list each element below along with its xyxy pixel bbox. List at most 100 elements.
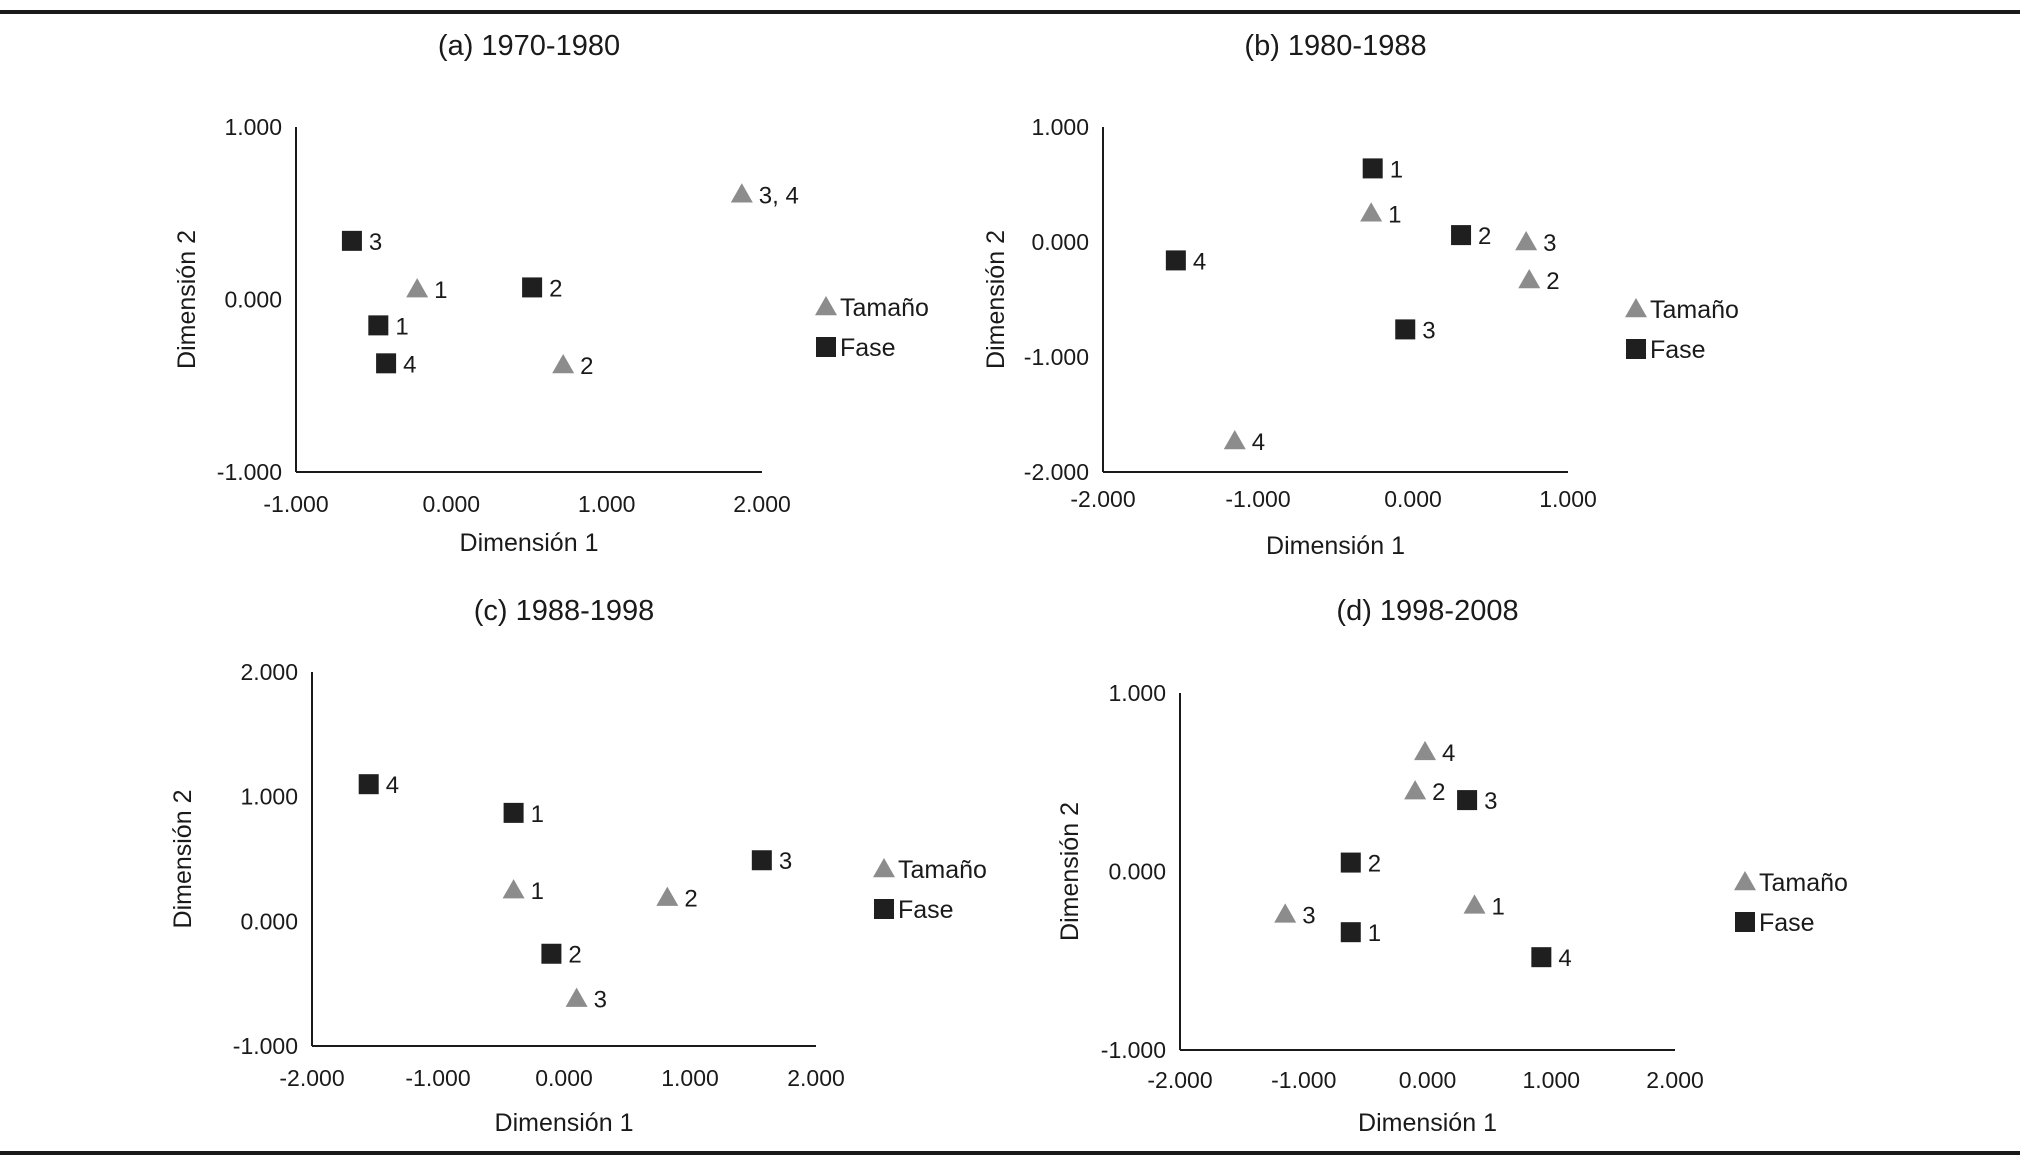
- x-tick-label: 1.000: [661, 1065, 719, 1091]
- legend-fase-label: Fase: [840, 334, 896, 362]
- x-tick-label: 0.000: [423, 491, 481, 517]
- series-fase: 1 2 3 4: [358, 772, 792, 969]
- y-tick-label: -1.000: [233, 1033, 298, 1059]
- tamano-point: [1463, 894, 1486, 914]
- y-tick-label: 1.000: [1031, 114, 1089, 140]
- point-label: 3: [1302, 902, 1315, 929]
- fase-point: [1362, 158, 1383, 179]
- tamano-point: [1414, 740, 1437, 761]
- y-axis-label: Dimensión 2: [1056, 802, 1084, 941]
- legend-fase-marker: [816, 337, 836, 357]
- tamano-point: [1404, 780, 1427, 800]
- series-tamano: 1 23: [502, 878, 698, 1014]
- fase-point: [1531, 947, 1552, 968]
- y-tick-label: 1.000: [240, 784, 298, 810]
- x-tick-label: 1.000: [1539, 486, 1597, 512]
- point-label: 1: [1388, 201, 1401, 228]
- tamano-point: [1515, 231, 1538, 251]
- point-label: 2: [549, 275, 562, 302]
- x-tick-label: 0.000: [1384, 486, 1442, 512]
- x-axis-label: Dimensión 1: [460, 529, 599, 557]
- point-label: 1: [531, 878, 544, 905]
- tamano-point: [730, 183, 753, 203]
- point-label: 2: [1432, 779, 1445, 806]
- y-tick-label: 0.000: [224, 287, 282, 313]
- fase-point: [1395, 319, 1416, 340]
- fase-point: [368, 315, 389, 336]
- y-tick-label: -1.000: [217, 459, 282, 485]
- y-tick-label: -2.000: [1024, 459, 1089, 485]
- series-tamano: 1 2 3, 4: [406, 182, 799, 380]
- y-tick-label: 0.000: [1031, 229, 1089, 255]
- point-label: 3: [594, 987, 607, 1014]
- tamano-point: [1274, 903, 1297, 923]
- chart-title: (d) 1998-2008: [1336, 595, 1518, 627]
- point-label: 2: [568, 942, 581, 969]
- legend-fase-marker: [874, 899, 894, 919]
- chart-panel-c: (c) 1988-1998 -2.000 -1.000 0.000 1.000 2.000…: [169, 595, 987, 1137]
- fase-point: [1451, 225, 1472, 246]
- fase-point: [1340, 922, 1361, 943]
- chart-panel-d: (d) 1998-2008 -2.000 -1.000 0.000 1.000 2.000…: [1056, 595, 1848, 1137]
- legend: Tamaño Fase: [1734, 869, 1848, 937]
- chart-panel-a: (a) 1970-1980 -1.000 0.000 1.000 2.000 -1.000…: [173, 30, 929, 557]
- point-label: 3: [1484, 788, 1497, 815]
- point-label: 2: [580, 353, 593, 380]
- point-label: 4: [1193, 248, 1206, 275]
- legend-fase-marker: [1626, 339, 1646, 359]
- y-axis-label: Dimensión 2: [982, 230, 1010, 369]
- legend-fase-label: Fase: [1650, 336, 1706, 364]
- series-tamano: 1 2 3 4: [1223, 201, 1560, 456]
- legend-tamano-marker: [1625, 298, 1647, 318]
- fase-point: [1165, 250, 1186, 271]
- x-tick-label: 1.000: [1522, 1067, 1580, 1093]
- y-tick-label: 1.000: [224, 114, 282, 140]
- point-label: 2: [1478, 223, 1491, 250]
- chart-title: (a) 1970-1980: [438, 30, 620, 62]
- y-tick-label: 2.000: [240, 659, 298, 685]
- fase-point: [522, 277, 543, 298]
- x-tick-label: 0.000: [1399, 1067, 1457, 1093]
- series-fase: 1 2 3 4: [341, 229, 562, 378]
- x-tick-label: -1.000: [263, 491, 328, 517]
- fase-point: [358, 774, 379, 795]
- legend: Tamaño Fase: [815, 294, 929, 362]
- point-label: 3: [779, 848, 792, 875]
- fase-point: [503, 802, 524, 823]
- x-tick-label: -2.000: [1147, 1067, 1212, 1093]
- y-axis-label: Dimensión 2: [173, 230, 201, 369]
- series-tamano: 1 2 3 4: [1274, 740, 1505, 929]
- legend-tamano-label: Tamaño: [898, 856, 987, 884]
- tamano-point: [406, 278, 429, 298]
- x-tick-label: 2.000: [1646, 1067, 1704, 1093]
- x-tick-label: -1.000: [1225, 486, 1290, 512]
- tamano-point: [565, 987, 588, 1007]
- point-label: 1: [395, 313, 408, 340]
- point-label: 3: [369, 229, 382, 256]
- fase-point: [541, 943, 562, 964]
- tamano-point: [656, 886, 679, 906]
- point-label: 1: [434, 277, 447, 304]
- x-axis-label: Dimensión 1: [1266, 532, 1405, 560]
- legend-fase-label: Fase: [1759, 909, 1815, 937]
- tamano-point: [1518, 268, 1541, 289]
- x-tick-label: -1.000: [1271, 1067, 1336, 1093]
- fase-point: [341, 230, 362, 251]
- point-label: 1: [1368, 920, 1381, 947]
- legend-tamano-label: Tamaño: [1650, 296, 1739, 324]
- legend: Tamaño Fase: [873, 856, 987, 924]
- point-label: 3, 4: [759, 182, 799, 209]
- legend-tamano-marker: [815, 296, 837, 316]
- y-axis-label: Dimensión 2: [169, 790, 197, 929]
- point-label: 1: [531, 801, 544, 828]
- x-tick-label: 1.000: [578, 491, 636, 517]
- chart-title: (b) 1980-1988: [1244, 30, 1426, 62]
- x-tick-label: -2.000: [1070, 486, 1135, 512]
- tamano-point: [502, 879, 525, 899]
- legend-tamano-marker: [873, 858, 895, 878]
- tamano-point: [552, 354, 575, 374]
- legend: Tamaño Fase: [1625, 296, 1739, 364]
- y-tick-label: 0.000: [240, 908, 298, 934]
- y-tick-label: 0.000: [1108, 859, 1166, 885]
